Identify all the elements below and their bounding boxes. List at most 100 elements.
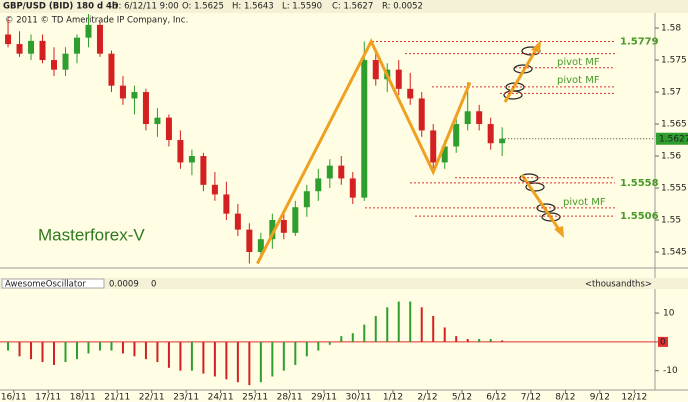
candle-body — [177, 140, 184, 163]
x-tick-label: 7/12 — [521, 393, 541, 402]
x-tick-label: 30/11 — [346, 393, 372, 402]
close: C: 1.5627 — [332, 2, 373, 12]
candle-body — [292, 207, 299, 233]
candle-body — [51, 60, 58, 70]
candle-body — [154, 117, 161, 125]
candle-body — [361, 60, 368, 198]
candle-body — [165, 117, 172, 141]
level-label: 1.5558 — [620, 178, 659, 189]
candle-body — [372, 60, 379, 80]
x-tick-label: 22/11 — [139, 393, 165, 402]
x-tick-label: 9/12 — [590, 393, 610, 402]
candle-body — [85, 24, 92, 38]
candle-body — [108, 53, 115, 86]
y-tick-label: 1.555 — [661, 184, 687, 194]
y-tick-label: 0 — [660, 337, 666, 347]
candle-body — [269, 220, 276, 240]
annotation: pivot MF — [557, 75, 600, 86]
circle — [541, 212, 561, 222]
x-tick-label: 17/11 — [35, 393, 61, 402]
candle-body — [16, 44, 23, 54]
x-tick-label: 29/11 — [311, 393, 337, 402]
candle-body — [200, 156, 207, 185]
candle-body — [5, 34, 12, 45]
candle-body — [430, 130, 437, 163]
range: R: 0.0052 — [382, 2, 423, 12]
candle-body — [303, 191, 310, 208]
y-tick-label: 1.545 — [661, 248, 687, 258]
candle-body — [395, 69, 402, 89]
header-bar — [0, 0, 688, 13]
symbol: GBP/USD (BID) 180 d 4h — [3, 2, 118, 12]
candle-body — [280, 220, 287, 233]
osc-label: AwesomeOscillator — [5, 280, 86, 290]
annotation: pivot MF — [557, 57, 600, 68]
x-tick-label: 8/12 — [555, 393, 575, 402]
arrow-up — [503, 47, 539, 103]
candle-body — [96, 24, 103, 54]
x-tick-label: 12/12 — [621, 393, 647, 402]
candle-body — [234, 213, 241, 230]
y-tick-label: -10 — [663, 366, 678, 376]
level-label: 1.5506 — [620, 211, 659, 222]
x-tick-label: 5/12 — [452, 393, 472, 402]
arrow-down — [520, 174, 562, 232]
candle-body — [73, 37, 80, 54]
open: O: 1.5625 — [182, 2, 224, 12]
zero-box — [658, 336, 668, 347]
candle-body — [407, 88, 414, 99]
candle-body — [62, 53, 69, 70]
high: H: 1.5643 — [232, 2, 274, 12]
osc-units: <thousandths> — [585, 280, 652, 290]
osc-label-box — [1, 278, 105, 289]
candle-body — [338, 165, 345, 179]
arrows — [503, 40, 564, 238]
y-tick-label: 1.56 — [661, 152, 681, 162]
candle-body — [453, 124, 460, 147]
y-tick-label: 1.55 — [661, 216, 681, 226]
candle-body — [223, 194, 230, 214]
x-tick-label: 23/11 — [173, 393, 199, 402]
x-tick-label: 6/12 — [486, 393, 506, 402]
candle-body — [499, 138, 506, 144]
candle-body — [476, 111, 483, 125]
osc-header — [0, 278, 688, 289]
y-tick-label: 1.57 — [661, 88, 681, 98]
last-price-label: 1.5627 — [659, 134, 688, 144]
copyright: © 2011 © TD Ameritrade IP Company, Inc. — [5, 16, 188, 26]
x-tick-label: 2/12 — [417, 393, 437, 402]
annotation: pivot MF — [563, 197, 606, 208]
candle-body — [315, 178, 322, 192]
candle-body — [246, 229, 253, 253]
y-tick-label: 10 — [663, 309, 675, 319]
y-tick-label: 1.58 — [661, 24, 681, 34]
y-tick-label: 1.575 — [661, 56, 687, 66]
arrow-head — [531, 40, 541, 53]
last-price-box — [656, 132, 688, 145]
x-tick-label: 21/11 — [104, 393, 130, 402]
candle-body — [464, 111, 471, 125]
x-tick-label: 25/11 — [242, 393, 268, 402]
date: D: 6/12/11 9:00 — [112, 2, 179, 12]
x-tick-label: 18/11 — [70, 393, 96, 402]
candle-body — [418, 98, 425, 131]
candle-body — [39, 40, 46, 61]
candle-body — [441, 146, 448, 163]
candle-body — [131, 92, 138, 99]
osc-value: 0.0009 — [109, 280, 139, 290]
watermark: Masterforex-V — [38, 225, 145, 244]
arrow-head — [554, 226, 564, 238]
candle-body — [257, 239, 264, 253]
osc-value2: 0 — [151, 280, 156, 290]
candle-body — [188, 156, 195, 163]
level-label: 1.5779 — [620, 37, 659, 48]
candle-body — [349, 178, 356, 198]
y-tick-label: 1.565 — [661, 120, 687, 130]
low: L: 1.5590 — [282, 2, 322, 12]
candle-body — [326, 165, 333, 179]
x-tick-label: 1/12 — [383, 393, 403, 402]
x-tick-label: 16/11 — [1, 393, 27, 402]
x-tick-label: 24/11 — [208, 393, 234, 402]
